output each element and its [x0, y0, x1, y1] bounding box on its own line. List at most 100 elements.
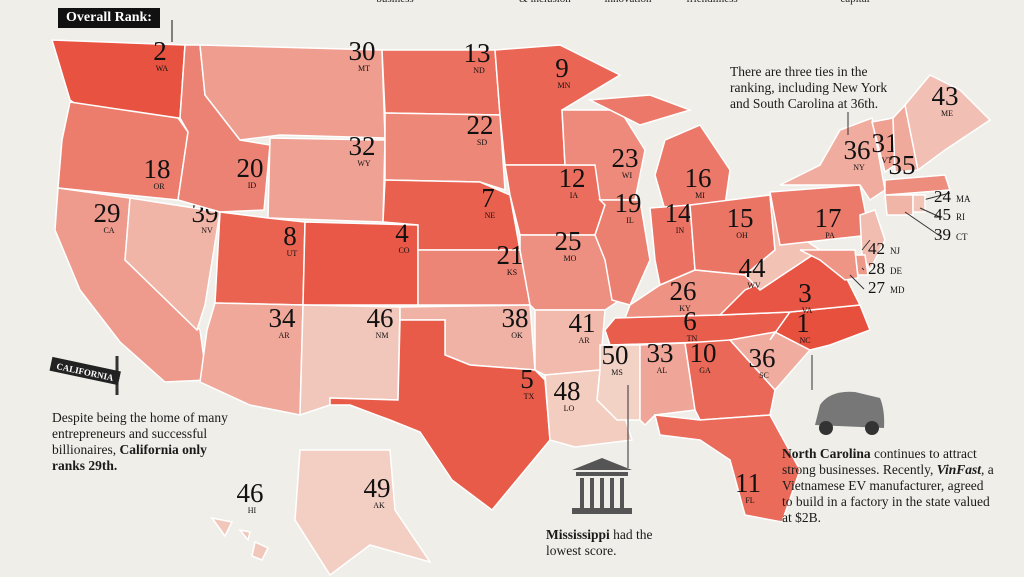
rank: 23 [612, 143, 639, 173]
top-label: & inclusion [519, 0, 571, 5]
state-abbr: WI [622, 171, 633, 180]
note-bold: North Carolina [782, 446, 871, 461]
state: 45 RI [912, 194, 965, 224]
rank: 24 [934, 187, 952, 206]
car-icon [815, 391, 885, 428]
state-shape [884, 194, 914, 216]
state-abbr: TN [687, 334, 698, 343]
rank: 48 [554, 376, 581, 406]
state: 4CO [302, 218, 419, 306]
state-abbr: NC [799, 336, 810, 345]
top-label: innovation [604, 0, 652, 5]
state-abbr: IA [570, 191, 579, 200]
top-label: capital [840, 0, 869, 5]
state-abbr: WY [357, 159, 371, 168]
state-shape [504, 164, 606, 236]
state: 9MN [494, 44, 622, 166]
rank: 43 [932, 81, 959, 111]
rank: 21 [497, 240, 524, 270]
state-abbr: CA [103, 226, 114, 235]
rank: 5 [520, 364, 534, 394]
rank: 30 [349, 36, 376, 66]
rank: 38 [502, 303, 529, 333]
state-shape [779, 116, 886, 202]
rank: 44 [739, 253, 767, 283]
rank: 49 [364, 473, 391, 503]
state-abbr: AR [578, 336, 590, 345]
state-abbr: NM [376, 331, 389, 340]
leader-line [922, 192, 951, 201]
state-abbr: VT [882, 156, 893, 165]
rank: 46 [237, 478, 264, 508]
state-shape [654, 414, 801, 523]
note-text: There are three ties in the ranking, inc… [730, 64, 888, 111]
note-text: had the lowest score. [546, 527, 653, 558]
car-wheel [865, 421, 879, 435]
leader-line [861, 267, 865, 271]
state-shape [384, 112, 506, 192]
rank: 19 [615, 188, 642, 218]
state-abbr: ND [473, 66, 485, 75]
state-abbr: AL [657, 366, 668, 375]
state-abbr: MD [890, 285, 905, 295]
state-abbr: NV [201, 226, 213, 235]
state: 7NE [382, 179, 521, 251]
rank: 12 [559, 163, 586, 193]
state-shape [594, 199, 651, 306]
rank: 46 [367, 303, 394, 333]
rank: 42 [868, 239, 885, 258]
state-abbr: NJ [890, 246, 900, 256]
car-wheel [819, 421, 833, 435]
rank-label: Overall Rank: [58, 8, 160, 28]
rank: 32 [349, 131, 376, 161]
state-abbr: VA [802, 306, 813, 315]
state-shape [799, 249, 859, 281]
leader-line [904, 211, 941, 237]
note-bold: California only ranks 29th. [52, 442, 207, 473]
state-abbr: DE [890, 266, 902, 276]
rank: 36 [749, 343, 776, 373]
state-abbr: TX [524, 392, 535, 401]
state-abbr: WA [156, 64, 169, 73]
state: 5TX [329, 319, 551, 512]
state-abbr: KY [679, 304, 691, 313]
note-text: continues to attract strong businesses. … [782, 446, 977, 477]
state-abbr: CO [398, 246, 409, 255]
state: 2WA [50, 36, 186, 119]
state-abbr: NE [485, 211, 496, 220]
state-shape [904, 74, 992, 172]
rank: 14 [665, 198, 693, 228]
state-shape [57, 101, 189, 201]
top-label: business [376, 0, 413, 5]
rank: 16 [685, 163, 712, 193]
sign-plate [49, 356, 121, 386]
note-bold: Mississippi [546, 527, 610, 542]
rank: 45 [934, 205, 951, 224]
state-abbr: PA [825, 231, 835, 240]
state: 35NH [889, 103, 919, 187]
rank: 28 [868, 259, 885, 278]
rank: 1 [796, 308, 810, 338]
rank: 27 [868, 278, 886, 297]
rank: 41 [569, 308, 596, 338]
state: 28 DE [854, 254, 902, 278]
new-york-note: There are three ties in the ranking, inc… [730, 64, 890, 112]
rank: 17 [815, 203, 842, 233]
state-shape [912, 194, 926, 213]
